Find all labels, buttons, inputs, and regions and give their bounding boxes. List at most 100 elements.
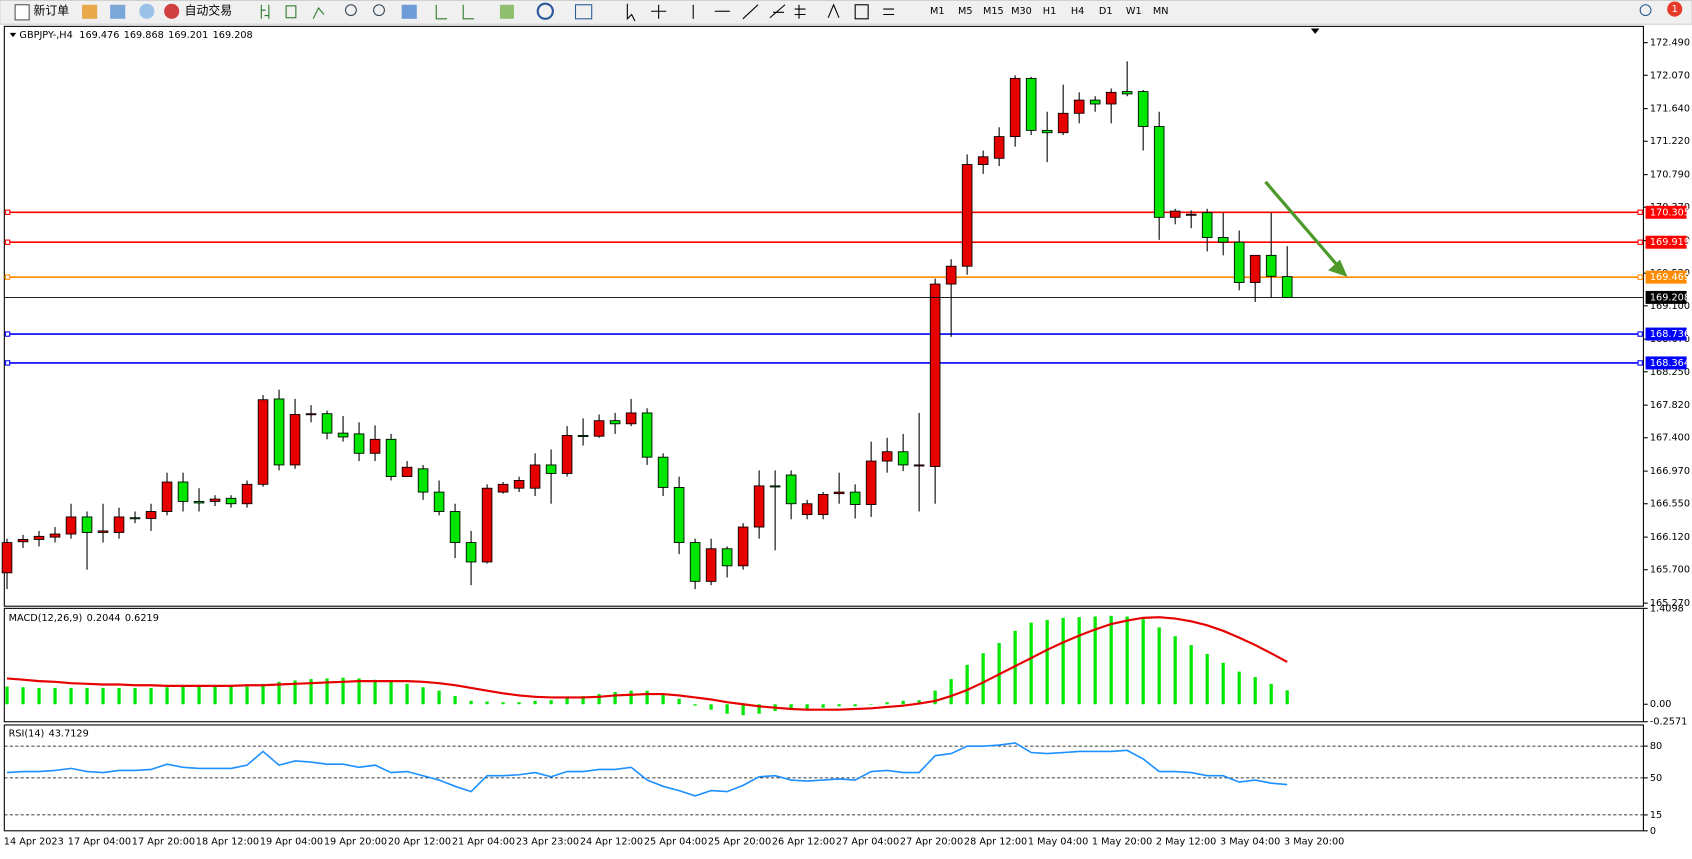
symbol: GBPJPY-,H4 [19,30,72,41]
macd-bar [1253,677,1257,705]
notification-badge[interactable] [1667,1,1683,17]
macd-bar [437,690,441,705]
timeframe-button[interactable]: M5 [958,6,973,17]
icon[interactable] [769,4,786,19]
icon[interactable] [401,4,417,19]
candle-body [273,398,285,466]
timeframe-button[interactable]: H1 [1043,6,1056,17]
icon[interactable] [742,4,759,20]
icon[interactable] [139,3,155,19]
candle-body [1089,99,1101,105]
macd-bar [1045,619,1049,705]
icon[interactable] [651,4,667,19]
level-handle[interactable] [4,209,11,215]
macd-bar [133,687,137,705]
candle-body [673,487,685,543]
timeframe-button[interactable]: M15 [983,6,1004,17]
level-handle[interactable] [4,331,11,337]
timeframe-button[interactable]: M30 [1011,6,1032,17]
icon[interactable] [435,4,448,20]
level-handle[interactable] [4,239,11,245]
icon[interactable] [536,2,554,20]
icon[interactable] [499,4,514,19]
new-order-button[interactable]: 新订单 [14,4,69,21]
timeframe-button[interactable]: MN [1153,6,1169,17]
candle-body [977,156,989,165]
candle-body [129,517,141,520]
button-label: 自动交易 [185,4,232,18]
icon[interactable] [574,4,593,20]
candle-body [705,548,717,582]
toolbar [0,0,1692,25]
candle-body [289,414,301,466]
candle-body [1185,213,1197,216]
icon[interactable] [794,4,806,19]
icon[interactable] [110,4,126,19]
icon[interactable] [373,4,385,17]
quote-close: 169.208 [213,30,253,41]
macd-bar [1077,617,1081,705]
price-label: 169.208 [1650,292,1690,303]
candle-body [817,493,829,516]
level-handle[interactable] [4,360,11,366]
icon[interactable] [82,4,98,19]
candle-body [17,539,29,543]
level-handle[interactable] [1637,274,1643,280]
price-label: 168.364 [1650,358,1690,369]
indicator-value: 43.7129 [49,729,89,740]
auto-trading-button[interactable]: 自动交易 [164,3,232,19]
candle-body [753,485,765,528]
y-tick-label: 165.700 [1650,565,1690,576]
x-tick-label: 25 Apr 04:00 [644,837,707,848]
y-tick-label: 166.970 [1650,466,1690,477]
x-tick-label: 1 May 20:00 [1092,837,1152,848]
candle-body [833,491,845,495]
level-handle[interactable] [4,274,11,280]
candle-body [145,511,157,519]
icon[interactable] [344,4,357,17]
timeframe-button[interactable]: W1 [1126,6,1142,17]
icon[interactable] [462,4,475,20]
icon[interactable] [285,5,297,19]
y-tick-label: 168.250 [1650,367,1690,378]
level-handle[interactable] [1637,331,1643,337]
candle-body [689,542,701,582]
timeframe-button[interactable]: D1 [1099,6,1113,17]
candle-body [897,451,909,466]
level-handle[interactable] [1637,360,1643,366]
notification-count: 1 [1672,4,1678,15]
chart-layer: 172.490 172.070 171.640 171.220 170.790 170.3… [1,38,1690,848]
icon[interactable] [854,4,869,20]
search-icon[interactable] [1639,4,1652,17]
candle-body [241,483,253,505]
icon[interactable] [827,3,840,18]
candle-body [449,511,461,543]
quote-open: 169.476 [79,30,119,41]
candle-body [33,535,45,540]
candle-body [849,491,861,505]
candle-body [1121,91,1133,95]
macd-bar [277,681,281,705]
candle-body [785,474,797,505]
rsi-header: RSI(14) 43.7129 [9,729,89,740]
x-tick-label: 14 Apr 2023 [4,837,64,848]
icon[interactable] [312,7,325,20]
timeframe-button[interactable]: M1 [930,6,945,17]
macd-bar [389,681,393,705]
icon[interactable] [626,3,636,22]
macd-bar [1141,619,1145,705]
timeframe-button[interactable]: H4 [1071,6,1084,17]
candle-body [465,542,477,563]
icon[interactable] [883,8,895,16]
price-label: 168.736 [1650,329,1690,340]
icon[interactable] [260,4,270,19]
x-tick-label: 27 Apr 04:00 [836,837,899,848]
candle-body [881,451,893,462]
y-tick-label: 172.070 [1650,70,1690,81]
y-tick-label: 166.550 [1650,499,1690,510]
candle-body [945,265,957,285]
level-handle[interactable] [1637,209,1643,215]
macd-bar [597,694,601,705]
level-handle[interactable] [1637,239,1643,245]
macd-bar [53,687,57,705]
